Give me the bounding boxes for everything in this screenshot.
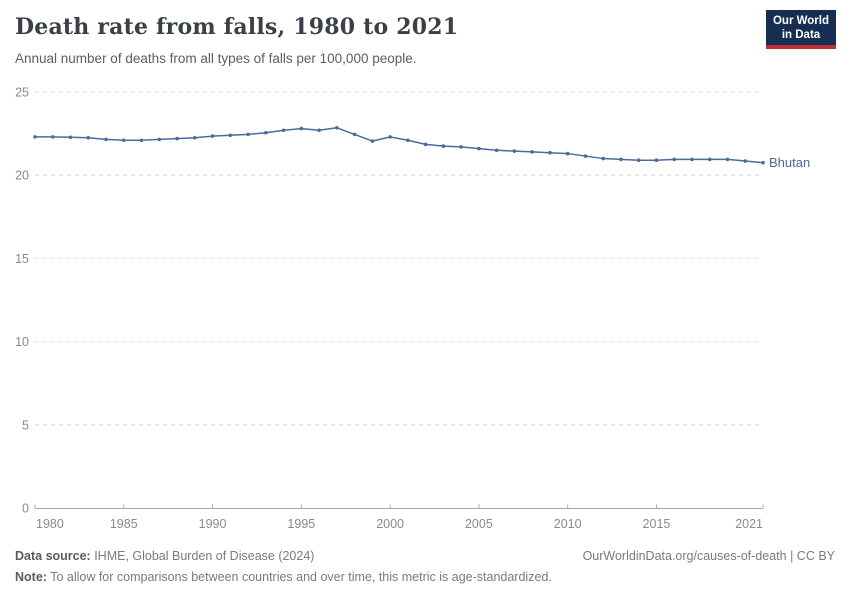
x-tick-label: 2015 (643, 517, 671, 531)
data-point (388, 135, 392, 139)
data-point (157, 137, 162, 142)
data-point (583, 154, 588, 158)
y-tick-label: 0 (22, 502, 29, 516)
data-point (636, 158, 641, 163)
data-point (104, 137, 108, 142)
data-point (601, 156, 605, 161)
y-tick-label: 10 (15, 335, 29, 349)
x-tick-label: 2021 (735, 517, 763, 531)
owid-logo-red-bar (766, 45, 836, 49)
data-point (121, 138, 126, 143)
data-line-bhutan (34, 127, 764, 164)
data-point (619, 157, 623, 162)
x-tick-label: 2005 (465, 517, 493, 531)
data-point (86, 135, 91, 140)
data-point (512, 149, 517, 153)
y-tick-label: 25 (15, 86, 29, 100)
data-point (761, 160, 765, 165)
note-value: To allow for comparisons between countri… (46, 570, 552, 584)
x-tick-label: 2010 (554, 517, 582, 531)
x-tick-label: 1995 (287, 517, 315, 531)
data-point (459, 145, 463, 149)
owid-logo-text: Our World in Data (766, 10, 836, 45)
data-point (477, 146, 481, 151)
y-tick-label: 5 (22, 418, 29, 432)
y-tick-label: 20 (15, 169, 29, 183)
line-chart: 0 5 10 15 20 25 1980 1985 1990 1995 2000 2005 2010 20… (15, 86, 810, 532)
data-point (406, 138, 410, 143)
data-point (743, 159, 748, 163)
data-point (725, 157, 730, 162)
owid-logo-line1: Our World (772, 15, 829, 27)
chart-footer: Data source: IHME, Global Burden of Dise… (15, 546, 835, 588)
footer-link[interactable]: OurWorldinData.org/causes-of-death | CC … (582, 549, 835, 563)
data-source-label: Data source: (15, 549, 91, 563)
data-point (264, 130, 268, 135)
data-point (139, 138, 144, 143)
note-label: Note: (15, 570, 47, 584)
data-point (494, 148, 499, 153)
y-tick-label: 15 (15, 252, 29, 266)
data-point (352, 132, 357, 137)
data-source-line: Data source: IHME, Global Burden of Dise… (15, 546, 835, 567)
data-point (370, 139, 375, 143)
data-point (33, 135, 37, 139)
note-line: Note: To allow for comparisons between c… (15, 567, 835, 588)
x-tick-label: 2000 (376, 517, 404, 531)
page-subtitle: Annual number of deaths from all types o… (15, 51, 417, 66)
owid-logo-line2: in Data (781, 29, 821, 41)
data-point (565, 151, 570, 156)
data-point (441, 144, 446, 148)
data-point (299, 126, 304, 131)
data-point (530, 150, 534, 154)
series-label-bhutan[interactable]: Bhutan (769, 155, 810, 170)
data-point (175, 136, 179, 141)
data-point (672, 157, 677, 162)
data-point (210, 134, 215, 138)
data-point (281, 128, 286, 133)
data-point (423, 142, 428, 147)
page-title: Death rate from falls, 1980 to 2021 (15, 14, 459, 40)
data-point (317, 128, 321, 133)
x-tick-label: 1990 (199, 517, 227, 531)
data-point (228, 133, 233, 138)
data-point (654, 158, 659, 163)
data-point (68, 135, 73, 140)
data-point (690, 157, 694, 162)
data-point (193, 135, 197, 140)
owid-logo[interactable]: Our World in Data (766, 10, 836, 49)
x-tick-label: 1980 (36, 517, 64, 531)
x-tick-label: 1985 (110, 517, 138, 531)
data-point (548, 150, 552, 155)
data-point (246, 132, 250, 137)
data-point (50, 135, 55, 139)
data-source-value: IHME, Global Burden of Disease (2024) (90, 549, 315, 563)
data-point (335, 125, 339, 130)
data-point (707, 157, 712, 162)
